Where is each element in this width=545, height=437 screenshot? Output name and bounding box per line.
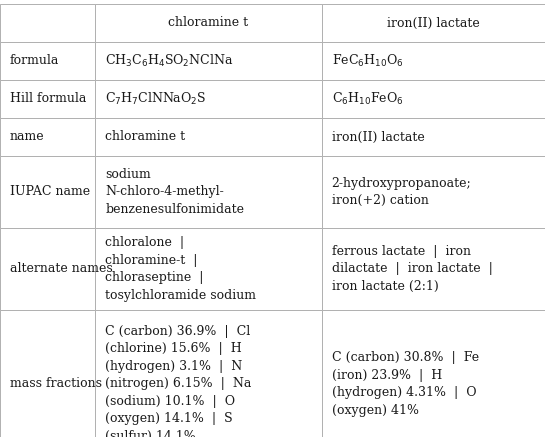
- Bar: [95, 228, 322, 310]
- Text: CH$_3$C$_6$H$_4$SO$_2$NClNa: CH$_3$C$_6$H$_4$SO$_2$NClNa: [105, 53, 234, 69]
- Bar: [0, 310, 95, 437]
- Bar: [95, 118, 322, 156]
- Text: IUPAC name: IUPAC name: [10, 185, 90, 198]
- Text: chloramine t: chloramine t: [105, 131, 185, 143]
- Bar: [322, 80, 545, 118]
- Bar: [95, 156, 322, 228]
- Text: iron(II) lactate: iron(II) lactate: [331, 131, 425, 143]
- Text: 2-hydroxypropanoate;
iron(+2) cation: 2-hydroxypropanoate; iron(+2) cation: [331, 177, 471, 207]
- Bar: [0, 156, 95, 228]
- Text: C$_6$H$_{10}$FeO$_6$: C$_6$H$_{10}$FeO$_6$: [331, 91, 403, 107]
- Bar: [322, 118, 545, 156]
- Bar: [322, 156, 545, 228]
- Bar: [0, 42, 95, 80]
- Bar: [0, 80, 95, 118]
- Text: ferrous lactate  |  iron
dilactate  |  iron lactate  |
iron lactate (2:1): ferrous lactate | iron dilactate | iron …: [331, 245, 493, 293]
- Bar: [95, 80, 322, 118]
- Text: chloramine t: chloramine t: [168, 17, 249, 30]
- Text: C$_7$H$_7$ClNNaO$_2$S: C$_7$H$_7$ClNNaO$_2$S: [105, 91, 207, 107]
- Bar: [322, 4, 545, 42]
- Bar: [0, 4, 95, 42]
- Text: alternate names: alternate names: [10, 263, 113, 275]
- Text: chloralone  |
chloramine-t  |
chloraseptine  |
tosylchloramide sodium: chloralone | chloramine-t | chloraseptin…: [105, 236, 256, 302]
- Bar: [95, 310, 322, 437]
- Bar: [0, 118, 95, 156]
- Text: FeC$_6$H$_{10}$O$_6$: FeC$_6$H$_{10}$O$_6$: [331, 53, 403, 69]
- Bar: [322, 228, 545, 310]
- Bar: [95, 42, 322, 80]
- Text: C (carbon) 36.9%  |  Cl
(chlorine) 15.6%  |  H
(hydrogen) 3.1%  |  N
(nitrogen) : C (carbon) 36.9% | Cl (chlorine) 15.6% |…: [105, 325, 252, 437]
- Text: sodium
N-chloro-4-methyl-
benzenesulfonimidate: sodium N-chloro-4-methyl- benzenesulfoni…: [105, 168, 244, 216]
- Text: formula: formula: [10, 55, 59, 67]
- Bar: [322, 310, 545, 437]
- Bar: [322, 42, 545, 80]
- Bar: [0, 228, 95, 310]
- Text: name: name: [10, 131, 45, 143]
- Text: Hill formula: Hill formula: [10, 93, 86, 105]
- Text: C (carbon) 30.8%  |  Fe
(iron) 23.9%  |  H
(hydrogen) 4.31%  |  O
(oxygen) 41%: C (carbon) 30.8% | Fe (iron) 23.9% | H (…: [331, 351, 479, 417]
- Text: iron(II) lactate: iron(II) lactate: [387, 17, 480, 30]
- Bar: [95, 4, 322, 42]
- Text: mass fractions: mass fractions: [10, 378, 102, 391]
